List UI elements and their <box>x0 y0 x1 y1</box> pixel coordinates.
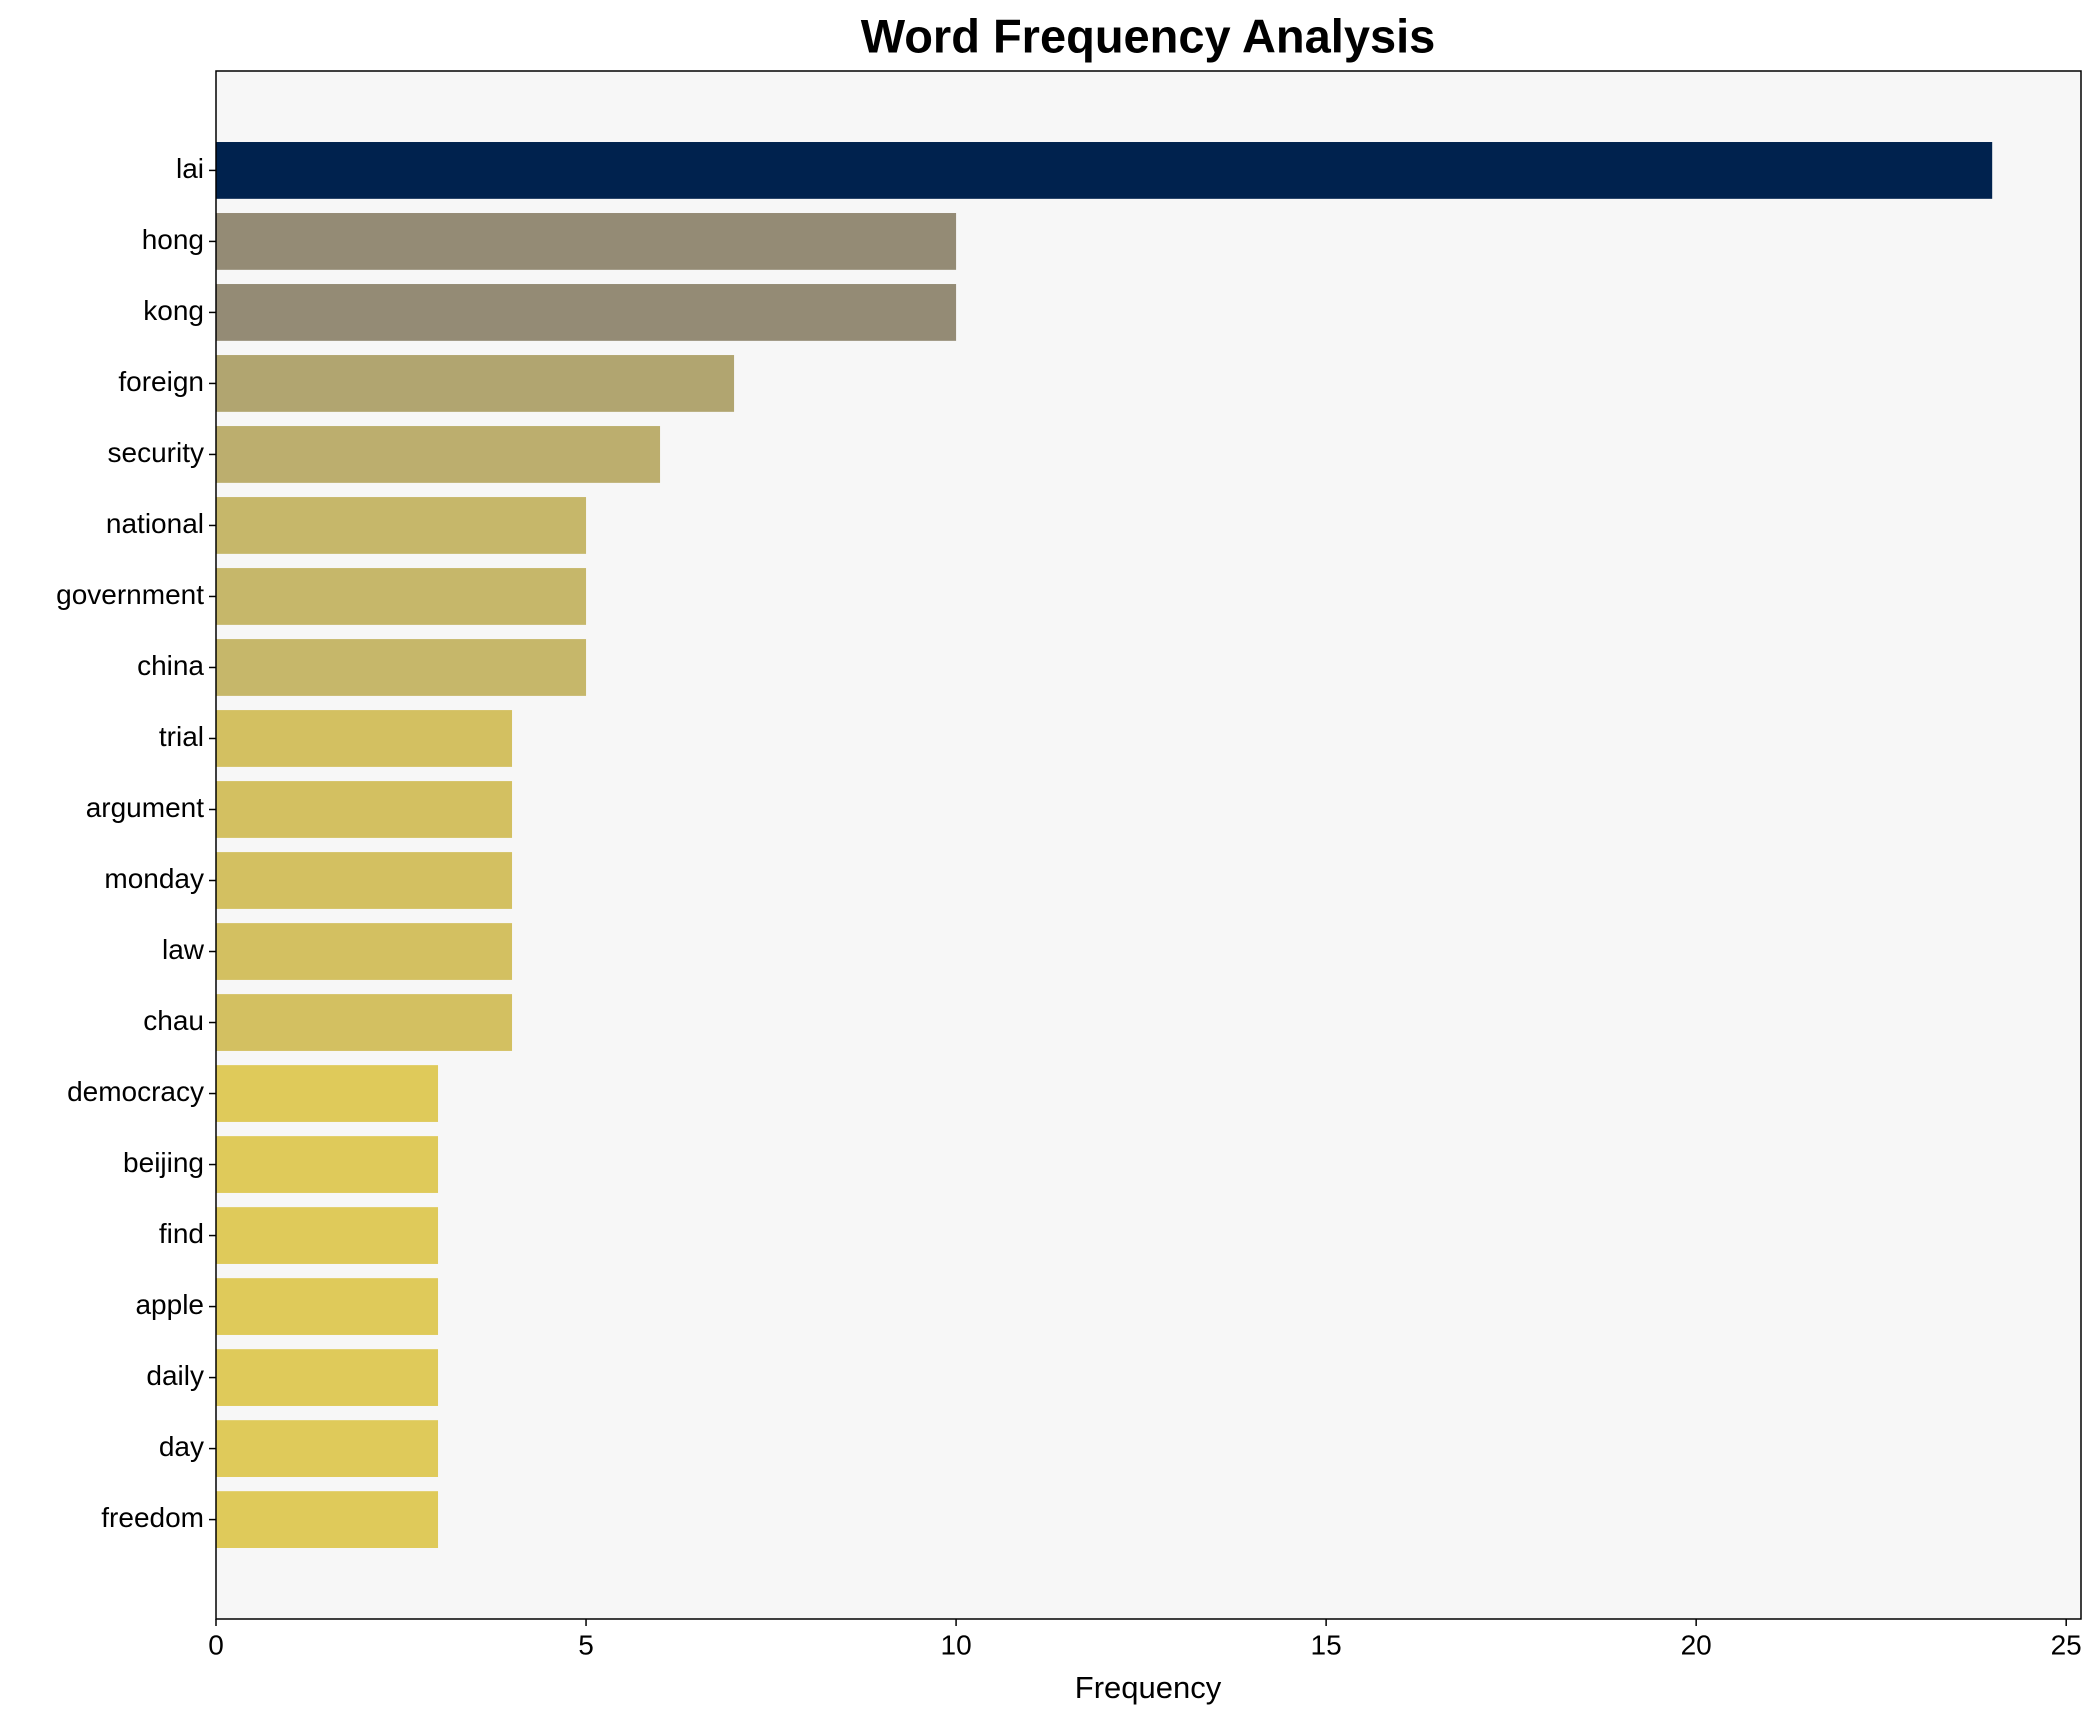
bar <box>216 213 957 270</box>
x-tick-label: 15 <box>1311 1629 1342 1660</box>
bar <box>216 497 587 554</box>
y-tick-label: kong <box>143 295 204 326</box>
bar <box>216 1349 439 1406</box>
bar <box>216 781 513 838</box>
y-tick-label: day <box>159 1431 204 1462</box>
bar <box>216 1491 439 1548</box>
bar <box>216 994 513 1051</box>
y-tick-label: democracy <box>67 1076 204 1107</box>
x-tick-label: 5 <box>578 1629 594 1660</box>
bar <box>216 852 513 909</box>
x-tick-label: 20 <box>1681 1629 1712 1660</box>
y-tick-label: freedom <box>101 1502 204 1533</box>
bar <box>216 639 587 696</box>
plot-frame <box>215 70 2082 1620</box>
chart-title: Word Frequency Analysis <box>861 9 1436 62</box>
y-tick-label: argument <box>86 792 205 823</box>
x-tick-label: 25 <box>2051 1629 2082 1660</box>
x-tick-label: 10 <box>941 1629 972 1660</box>
x-axis-label: Frequency <box>1075 1670 1222 1705</box>
y-tick-label: foreign <box>118 366 204 397</box>
x-tick-label: 0 <box>208 1629 224 1660</box>
bar <box>216 355 735 412</box>
bar <box>216 142 1993 199</box>
bar <box>216 1065 439 1122</box>
bar <box>216 1207 439 1264</box>
bar <box>216 1278 439 1335</box>
y-tick-label: find <box>159 1218 204 1249</box>
y-tick-label: hong <box>142 224 204 255</box>
y-tick-label: beijing <box>123 1147 204 1178</box>
y-tick-label: monday <box>104 863 204 894</box>
bar <box>216 568 587 625</box>
bar <box>216 426 661 483</box>
bar <box>216 1136 439 1193</box>
bar <box>216 1420 439 1477</box>
y-tick-label: chau <box>143 1005 204 1036</box>
y-tick-label: lai <box>176 153 204 184</box>
y-tick-label: china <box>137 650 204 681</box>
y-tick-label: national <box>106 508 204 539</box>
y-tick-label: trial <box>159 721 204 752</box>
y-tick-label: daily <box>146 1360 204 1391</box>
bar <box>216 284 957 341</box>
y-tick-label: security <box>108 437 204 468</box>
y-tick-label: law <box>162 934 205 965</box>
bar <box>216 923 513 980</box>
y-tick-label: government <box>56 579 204 610</box>
y-tick-label: apple <box>135 1289 204 1320</box>
bar <box>216 710 513 767</box>
